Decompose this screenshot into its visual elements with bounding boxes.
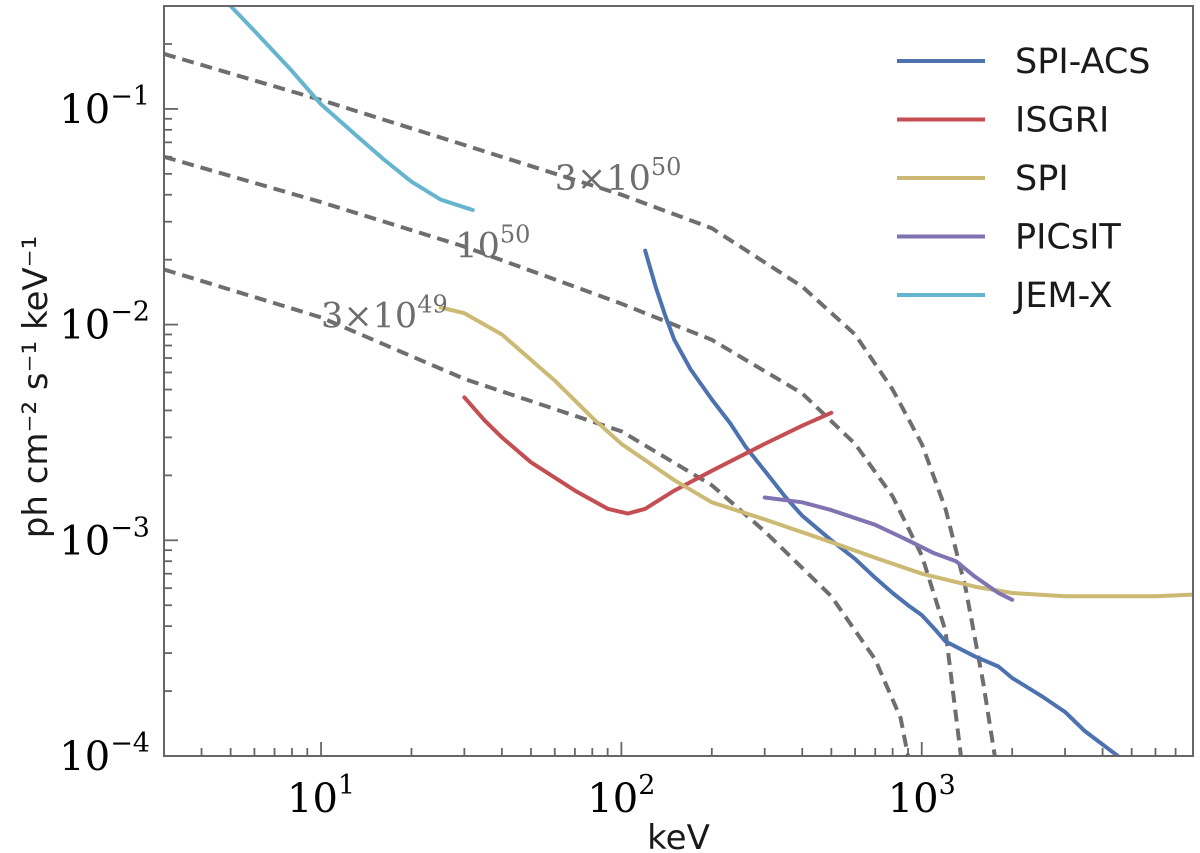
tick-labels: 101 102 10310−410−310−210−13×105010503×104…: [59, 81, 956, 822]
y-tick-label-base: 10: [59, 734, 110, 780]
plot-frame: [163, 5, 1194, 757]
y-tick-label-exponent: −1: [110, 81, 150, 112]
reference-curve-label-exponent: 50: [651, 153, 682, 181]
reference-curve-label: 3×1049: [321, 290, 448, 336]
x-tick-label-base: 10: [287, 776, 338, 822]
x-tick-label: 102: [587, 770, 655, 822]
y-tick-label-exponent: −2: [110, 297, 150, 328]
legend: SPI-ACS ISGRI SPI PICsIT JEM-X: [897, 42, 1151, 316]
reference-curve-label: 1050: [455, 220, 530, 266]
legend-label-isgri: ISGRI: [1015, 101, 1109, 141]
legend-label-picsit: PICsIT: [1015, 218, 1121, 258]
reference-curve-label-exponent: 49: [417, 290, 448, 318]
reference-curve-label: 3×1050: [555, 153, 682, 199]
y-tick-label: 10−3: [59, 512, 150, 564]
y-tick-label-base: 10: [59, 87, 110, 133]
legend-label-spi: SPI: [1015, 159, 1069, 199]
tick-marks: [163, 43, 1194, 757]
y-tick-label: 10−2: [59, 297, 150, 349]
x-tick-label-exponent: 2: [638, 770, 655, 801]
reference-curve-label-exponent: 50: [500, 220, 531, 248]
reference-curve-label-base: 3×10: [321, 296, 417, 336]
x-tick-label-base: 10: [587, 776, 638, 822]
series-line-isgri: [462, 395, 834, 516]
series-line-spi-acs: [643, 248, 1120, 756]
y-tick-label-exponent: −3: [110, 512, 150, 543]
reference-curve-1: [164, 154, 963, 756]
reference-curve-label-base: 3×10: [555, 159, 651, 199]
y-tick-label-base: 10: [59, 303, 110, 349]
reference-curve-2: [164, 267, 910, 756]
series-line-jem-x: [228, 6, 475, 212]
legend-label-spi-acs: SPI-ACS: [1015, 42, 1151, 82]
x-tick-label-exponent: 1: [338, 770, 355, 801]
reference-curve-0: [164, 51, 997, 756]
x-tick-label-base: 10: [888, 776, 939, 822]
x-tick-label-exponent: 3: [939, 770, 956, 801]
plot-data-layer: [164, 6, 1193, 756]
x-axis-title: keV: [647, 818, 710, 853]
y-tick-label-exponent: −4: [110, 728, 150, 759]
series-line-spi: [438, 305, 1193, 599]
x-tick-label: 103: [888, 770, 956, 822]
y-tick-label: 10−4: [59, 728, 150, 780]
x-tick-label: 101: [287, 770, 355, 822]
reference-curve-label-base: 10: [455, 226, 500, 266]
series-line-picsit: [762, 495, 1015, 602]
y-axis-title: ph cm⁻² s⁻¹ keV⁻¹: [16, 236, 56, 538]
legend-label-jem-x: JEM-X: [1013, 276, 1113, 316]
y-tick-label-base: 10: [59, 518, 110, 564]
y-tick-label: 10−1: [59, 81, 150, 133]
